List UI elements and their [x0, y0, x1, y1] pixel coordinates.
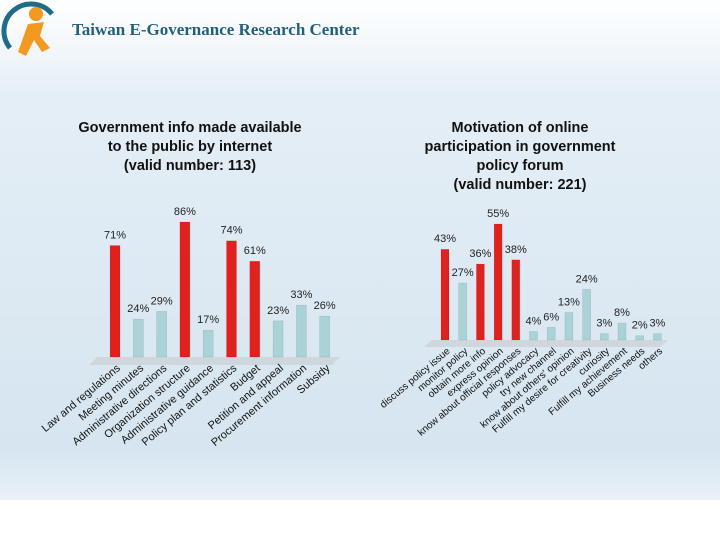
value-label: 24% [127, 303, 149, 315]
bar [440, 249, 450, 341]
value-label: 27% [452, 267, 474, 279]
floor-left [89, 357, 340, 365]
bar [133, 319, 144, 358]
bar [529, 331, 538, 341]
chart-title: (valid number: 221) [454, 177, 587, 193]
bar [109, 245, 121, 358]
bar [493, 223, 503, 341]
value-label: 74% [220, 225, 242, 237]
value-label: 36% [469, 248, 491, 260]
value-label: 29% [151, 295, 173, 307]
bar [272, 320, 284, 358]
value-label: 6% [543, 311, 559, 323]
value-label: 4% [526, 315, 542, 327]
bar [635, 335, 644, 341]
value-label: 13% [558, 296, 580, 308]
value-label: 86% [174, 206, 196, 218]
header-title: Taiwan E-Governance Research Center [72, 20, 360, 39]
bar [296, 304, 307, 358]
bar [564, 312, 574, 341]
bar [511, 259, 521, 341]
footer-band [0, 500, 720, 540]
value-label: 3% [649, 318, 665, 330]
bar [653, 333, 662, 341]
bar [226, 240, 237, 358]
bar [600, 333, 609, 341]
value-label: 8% [614, 307, 630, 319]
value-label: 55% [487, 208, 509, 220]
value-label: 26% [314, 300, 336, 312]
background [0, 0, 720, 500]
chart-title: (valid number: 113) [124, 158, 256, 174]
chart-title: policy forum [476, 158, 563, 174]
chart-title: Motivation of online [452, 120, 589, 136]
bar [546, 327, 556, 341]
logo [1, 1, 54, 56]
bar [458, 282, 467, 341]
value-label: 17% [197, 314, 219, 326]
bar [582, 289, 591, 341]
bar [249, 260, 261, 358]
bar [617, 322, 627, 341]
value-label: 23% [267, 305, 289, 317]
value-label: 24% [576, 273, 598, 285]
bar [156, 311, 167, 358]
bar [319, 315, 330, 358]
value-label: 2% [632, 320, 648, 332]
value-label: 71% [104, 229, 126, 241]
bar [179, 221, 191, 358]
chart-title: Government info made available [78, 120, 301, 136]
value-label: 3% [596, 318, 612, 330]
chart-title: participation in government [425, 139, 616, 155]
bar [476, 263, 485, 341]
value-label: 61% [244, 245, 266, 257]
chart-title: to the public by internet [108, 139, 273, 155]
value-label: 38% [505, 244, 527, 256]
value-label: 43% [434, 233, 456, 245]
bar [202, 330, 214, 358]
floor-right [424, 340, 668, 347]
value-label: 33% [290, 289, 312, 301]
